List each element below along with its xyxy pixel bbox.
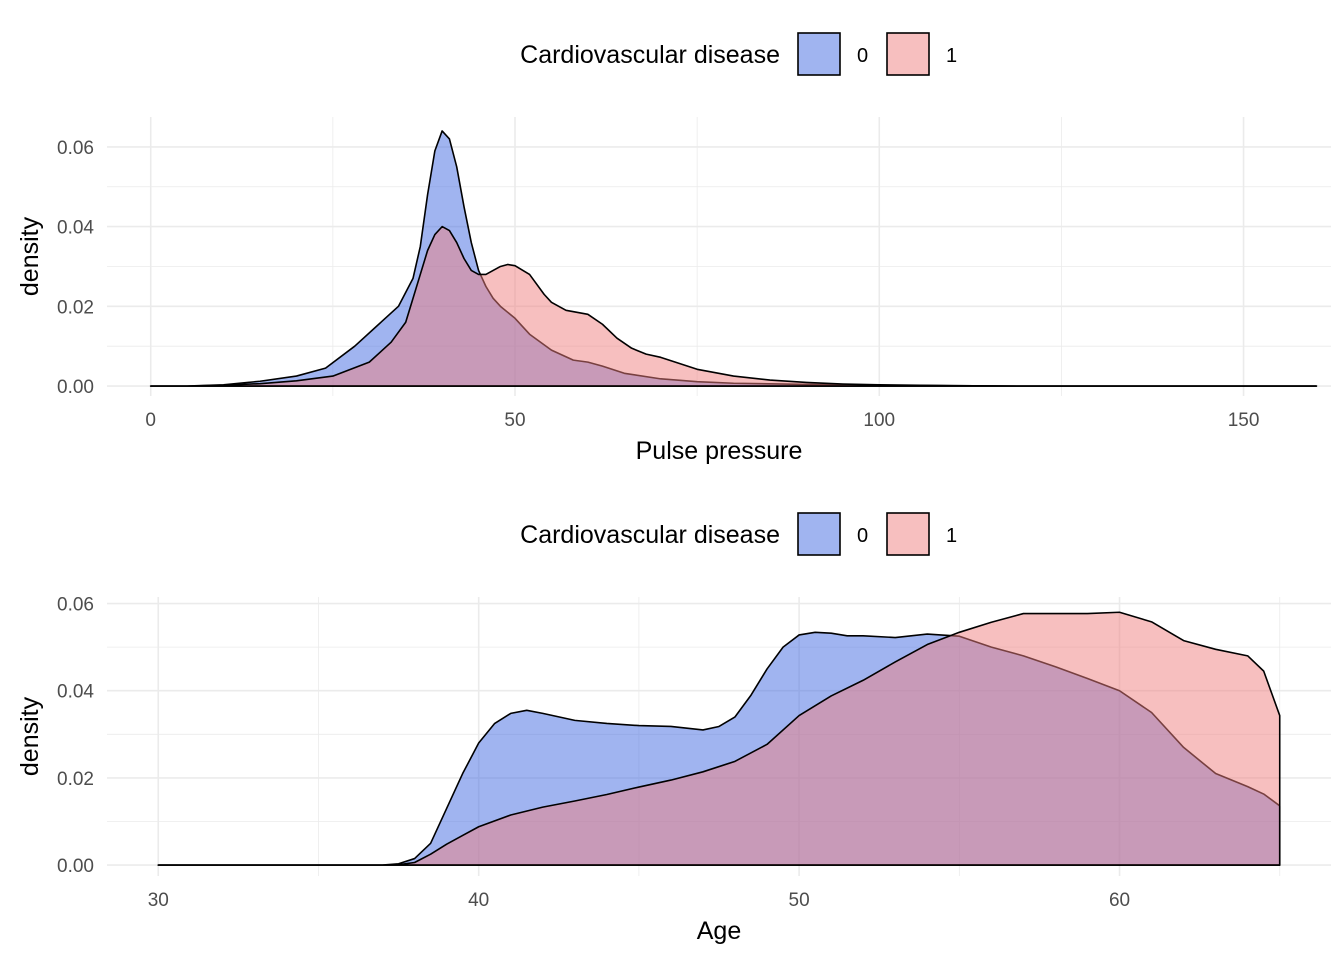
pulse-pressure-density-y-axis-title: density <box>16 216 44 296</box>
age-density-legend-label-0: 0 <box>857 525 868 547</box>
pulse-pressure-density-y-tick-label: 0.02 <box>57 297 94 318</box>
pulse-pressure-density-legend-key-1 <box>886 32 930 76</box>
age-density-density-area-1 <box>157 611 1281 866</box>
age-density-legend-key-0 <box>797 512 841 556</box>
pulse-pressure-density-x-tick-label: 0 <box>145 410 156 431</box>
age-density-x-tick-label: 40 <box>468 890 489 911</box>
age-density-x-tick-label: 60 <box>1109 890 1130 911</box>
age-density-x-axis-title: Age <box>697 917 741 945</box>
age-density-legend-label-1: 1 <box>946 525 957 547</box>
pulse-pressure-density-x-tick-label: 50 <box>504 410 525 431</box>
age-density-y-tick-label: 0.00 <box>57 856 94 877</box>
pulse-pressure-density-x-axis-title: Pulse pressure <box>636 437 803 465</box>
pulse-pressure-density-legend-key-0 <box>797 32 841 76</box>
age-density-y-tick-label: 0.02 <box>57 769 94 790</box>
pulse-pressure-density-y-tick-label: 0.00 <box>57 377 94 398</box>
pulse-pressure-density-x-tick-label: 100 <box>863 410 895 431</box>
pulse-pressure-density-legend-title: Cardiovascular disease <box>520 41 780 69</box>
age-density-legend-title: Cardiovascular disease <box>520 521 780 549</box>
age-density-y-tick-label: 0.06 <box>57 595 94 616</box>
age-density-x-tick-label: 50 <box>789 890 810 911</box>
age-density-x-tick-label: 30 <box>148 890 169 911</box>
pulse-pressure-density-density-area-0 <box>149 130 1318 387</box>
pulse-pressure-density-density-area-1 <box>149 225 1318 387</box>
pulse-pressure-density-legend-label-0: 0 <box>857 45 868 67</box>
age-density-legend-key-1 <box>886 512 930 556</box>
pulse-pressure-density-legend-label-1: 1 <box>946 45 957 67</box>
age-density-y-tick-label: 0.04 <box>57 682 94 703</box>
pulse-pressure-density-x-tick-label: 150 <box>1228 410 1260 431</box>
age-density-y-axis-title: density <box>16 696 44 776</box>
pulse-pressure-density-y-tick-label: 0.06 <box>57 138 94 159</box>
pulse-pressure-density-y-tick-label: 0.04 <box>57 218 94 239</box>
